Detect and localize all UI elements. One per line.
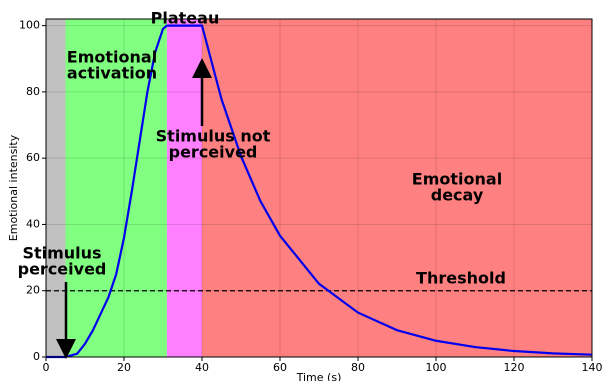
y-tick-label: 80 <box>26 85 40 98</box>
x-tick-label: 80 <box>351 361 365 374</box>
y-axis-label: Emotional intensity <box>7 134 20 241</box>
y-tick-label: 100 <box>19 19 40 32</box>
x-tick-label: 0 <box>43 361 50 374</box>
annotation: Threshold <box>416 269 506 288</box>
plot-frame <box>45 18 593 358</box>
region <box>202 19 592 357</box>
y-tick-label: 0 <box>33 350 40 363</box>
annotation: decay <box>431 186 484 205</box>
x-tick-label: 120 <box>504 361 525 374</box>
x-tick-label: 140 <box>582 361 603 374</box>
annotation: Emotional <box>67 48 157 67</box>
y-tick-label: 60 <box>26 151 40 164</box>
x-tick-label: 20 <box>117 361 131 374</box>
annotation: Stimulus <box>22 244 101 263</box>
annotation: Stimulus not <box>156 127 271 146</box>
y-tick-label: 20 <box>26 284 40 297</box>
region <box>46 19 66 357</box>
annotation: Emotional <box>412 170 502 189</box>
line <box>46 24 593 359</box>
x-tick-label: 40 <box>195 361 209 374</box>
x-tick-label: 60 <box>273 361 287 374</box>
annotation: Plateau <box>151 9 220 28</box>
region <box>166 19 202 357</box>
annotation: activation <box>67 64 157 83</box>
annotation: perceived <box>169 143 258 162</box>
annotation: perceived <box>18 260 107 279</box>
x-tick-label: 100 <box>426 361 447 374</box>
y-tick-label: 40 <box>26 217 40 230</box>
x-axis-label: Time (s) <box>296 371 342 381</box>
